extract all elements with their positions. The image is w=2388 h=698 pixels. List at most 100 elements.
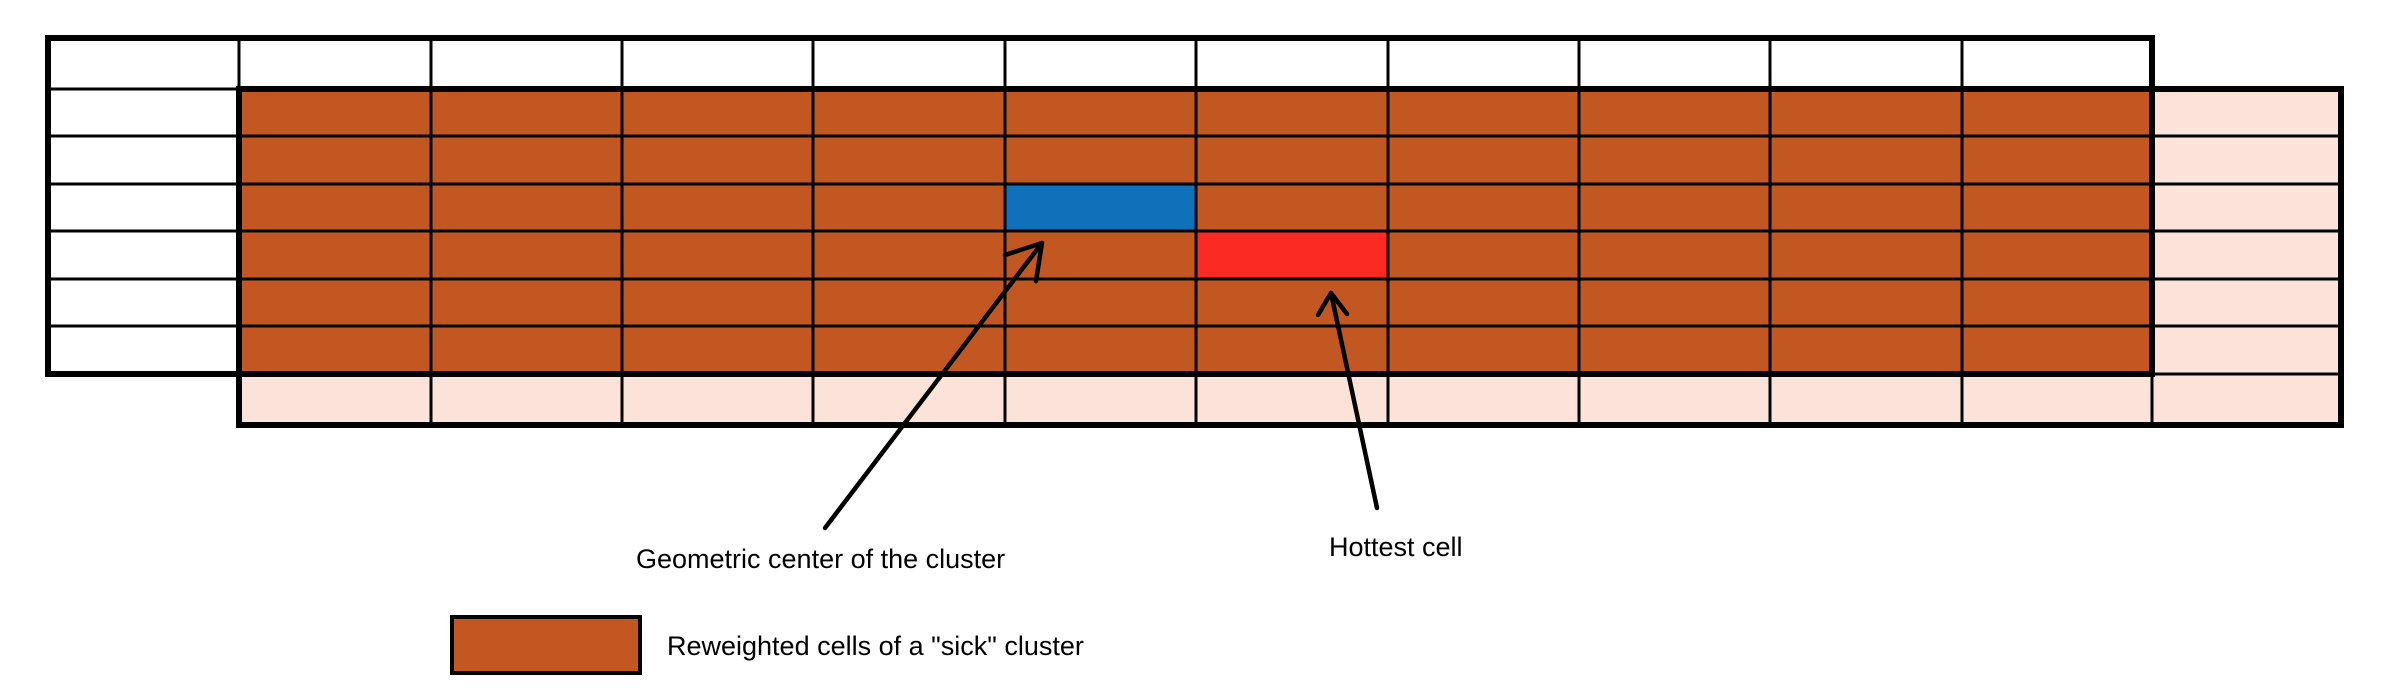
extension-cell bbox=[429, 372, 624, 427]
empty-cell bbox=[46, 324, 241, 376]
reweighted-cell bbox=[237, 229, 433, 281]
reweighted-cell bbox=[1768, 182, 1964, 233]
reweighted-cell bbox=[811, 87, 1007, 138]
reweighted-cell bbox=[620, 324, 815, 376]
reweighted-cell bbox=[1386, 277, 1581, 328]
reweighted-cell bbox=[1577, 182, 1772, 233]
reweighted-cell bbox=[1003, 87, 1198, 138]
reweighted-cell bbox=[237, 182, 433, 233]
reweighted-cell bbox=[1960, 229, 2154, 281]
reweighted-cell bbox=[429, 229, 624, 281]
reweighted-cell bbox=[620, 277, 815, 328]
reweighted-cell bbox=[1003, 277, 1198, 328]
empty-cell bbox=[620, 36, 815, 91]
reweighted-cell bbox=[429, 277, 624, 328]
reweighted-cell bbox=[237, 134, 433, 186]
extension-cell bbox=[1768, 372, 1964, 427]
reweighted-cell bbox=[1194, 182, 1390, 233]
reweighted-cell bbox=[237, 87, 433, 138]
reweighted-cell bbox=[429, 87, 624, 138]
extension-cell bbox=[2150, 182, 2343, 233]
reweighted-cell bbox=[237, 324, 433, 376]
reweighted-cell bbox=[811, 324, 1007, 376]
reweighted-cell bbox=[1386, 134, 1581, 186]
reweighted-cell bbox=[1386, 324, 1581, 376]
reweighted-cell bbox=[811, 134, 1007, 186]
reweighted-cell bbox=[811, 229, 1007, 281]
reweighted-cell bbox=[1960, 324, 2154, 376]
reweighted-cell bbox=[1577, 324, 1772, 376]
reweighted-cell bbox=[1003, 134, 1198, 186]
extension-cell bbox=[2150, 229, 2343, 281]
empty-cell bbox=[237, 36, 433, 91]
geometric-center-label: Geometric center of the cluster bbox=[636, 544, 1005, 574]
empty-cell bbox=[46, 134, 241, 186]
grid-cells bbox=[46, 36, 2343, 427]
reweighted-cell bbox=[1194, 277, 1390, 328]
hottest-cell-arrow bbox=[1315, 290, 1380, 511]
empty-cell bbox=[811, 36, 1007, 91]
reweighted-cell bbox=[1577, 87, 1772, 138]
extension-cell bbox=[2150, 87, 2343, 138]
reweighted-cell bbox=[620, 229, 815, 281]
extension-cell bbox=[237, 372, 433, 427]
empty-cell bbox=[46, 277, 241, 328]
reweighted-cell bbox=[1386, 87, 1581, 138]
extension-cell bbox=[2150, 277, 2343, 328]
reweighted-cell bbox=[1960, 134, 2154, 186]
empty-cell bbox=[1960, 36, 2154, 91]
empty-cell bbox=[429, 36, 624, 91]
reweighted-cell bbox=[1194, 134, 1390, 186]
hottest-cell bbox=[1194, 229, 1390, 281]
empty-cell bbox=[46, 182, 241, 233]
reweighted-cell bbox=[811, 277, 1007, 328]
empty-cell bbox=[46, 36, 241, 91]
geometric-center-cell bbox=[1003, 182, 1198, 233]
reweighted-cell bbox=[1960, 277, 2154, 328]
empty-cell bbox=[1386, 36, 1581, 91]
reweighted-cell bbox=[1768, 324, 1964, 376]
reweighted-cell bbox=[1768, 229, 1964, 281]
extension-cell bbox=[1003, 372, 1198, 427]
reweighted-cell bbox=[1386, 229, 1581, 281]
reweighted-cell bbox=[1003, 324, 1198, 376]
legend-swatch bbox=[450, 615, 642, 675]
reweighted-cell bbox=[1194, 324, 1390, 376]
reweighted-cell bbox=[620, 87, 815, 138]
reweighted-cell bbox=[620, 182, 815, 233]
reweighted-cell bbox=[429, 182, 624, 233]
extension-cell bbox=[2150, 324, 2343, 376]
legend-label: Reweighted cells of a "sick" cluster bbox=[667, 631, 1084, 661]
reweighted-cell bbox=[429, 324, 624, 376]
empty-cell bbox=[1003, 36, 1198, 91]
reweighted-cell bbox=[1577, 134, 1772, 186]
extension-cell bbox=[2150, 134, 2343, 186]
extension-cell bbox=[620, 372, 815, 427]
reweighted-cell bbox=[237, 277, 433, 328]
reweighted-cell bbox=[1960, 182, 2154, 233]
reweighted-cell bbox=[1577, 277, 1772, 328]
reweighted-cell bbox=[620, 134, 815, 186]
reweighted-cell bbox=[1960, 87, 2154, 138]
shifted-window-frame bbox=[236, 86, 2344, 428]
reweighted-cell bbox=[1386, 182, 1581, 233]
empty-cell bbox=[46, 87, 241, 138]
empty-cell bbox=[1577, 36, 1772, 91]
reweighted-cell bbox=[1768, 134, 1964, 186]
reweighted-cell bbox=[1194, 87, 1390, 138]
empty-cell bbox=[1194, 36, 1390, 91]
empty-cell bbox=[1768, 36, 1964, 91]
empty-cell bbox=[46, 229, 241, 281]
reweighted-cell bbox=[1577, 229, 1772, 281]
left-window-frame bbox=[45, 35, 2155, 377]
geometric-center-arrow bbox=[822, 240, 1045, 531]
reweighted-cell bbox=[429, 134, 624, 186]
extension-cell bbox=[1577, 372, 1772, 427]
extension-cell bbox=[2150, 372, 2343, 427]
hottest-cell-label: Hottest cell bbox=[1329, 532, 1463, 562]
reweighted-cell bbox=[1768, 87, 1964, 138]
reweighted-cell bbox=[1768, 277, 1964, 328]
extension-cell bbox=[1960, 372, 2154, 427]
reweighted-cell bbox=[811, 182, 1007, 233]
